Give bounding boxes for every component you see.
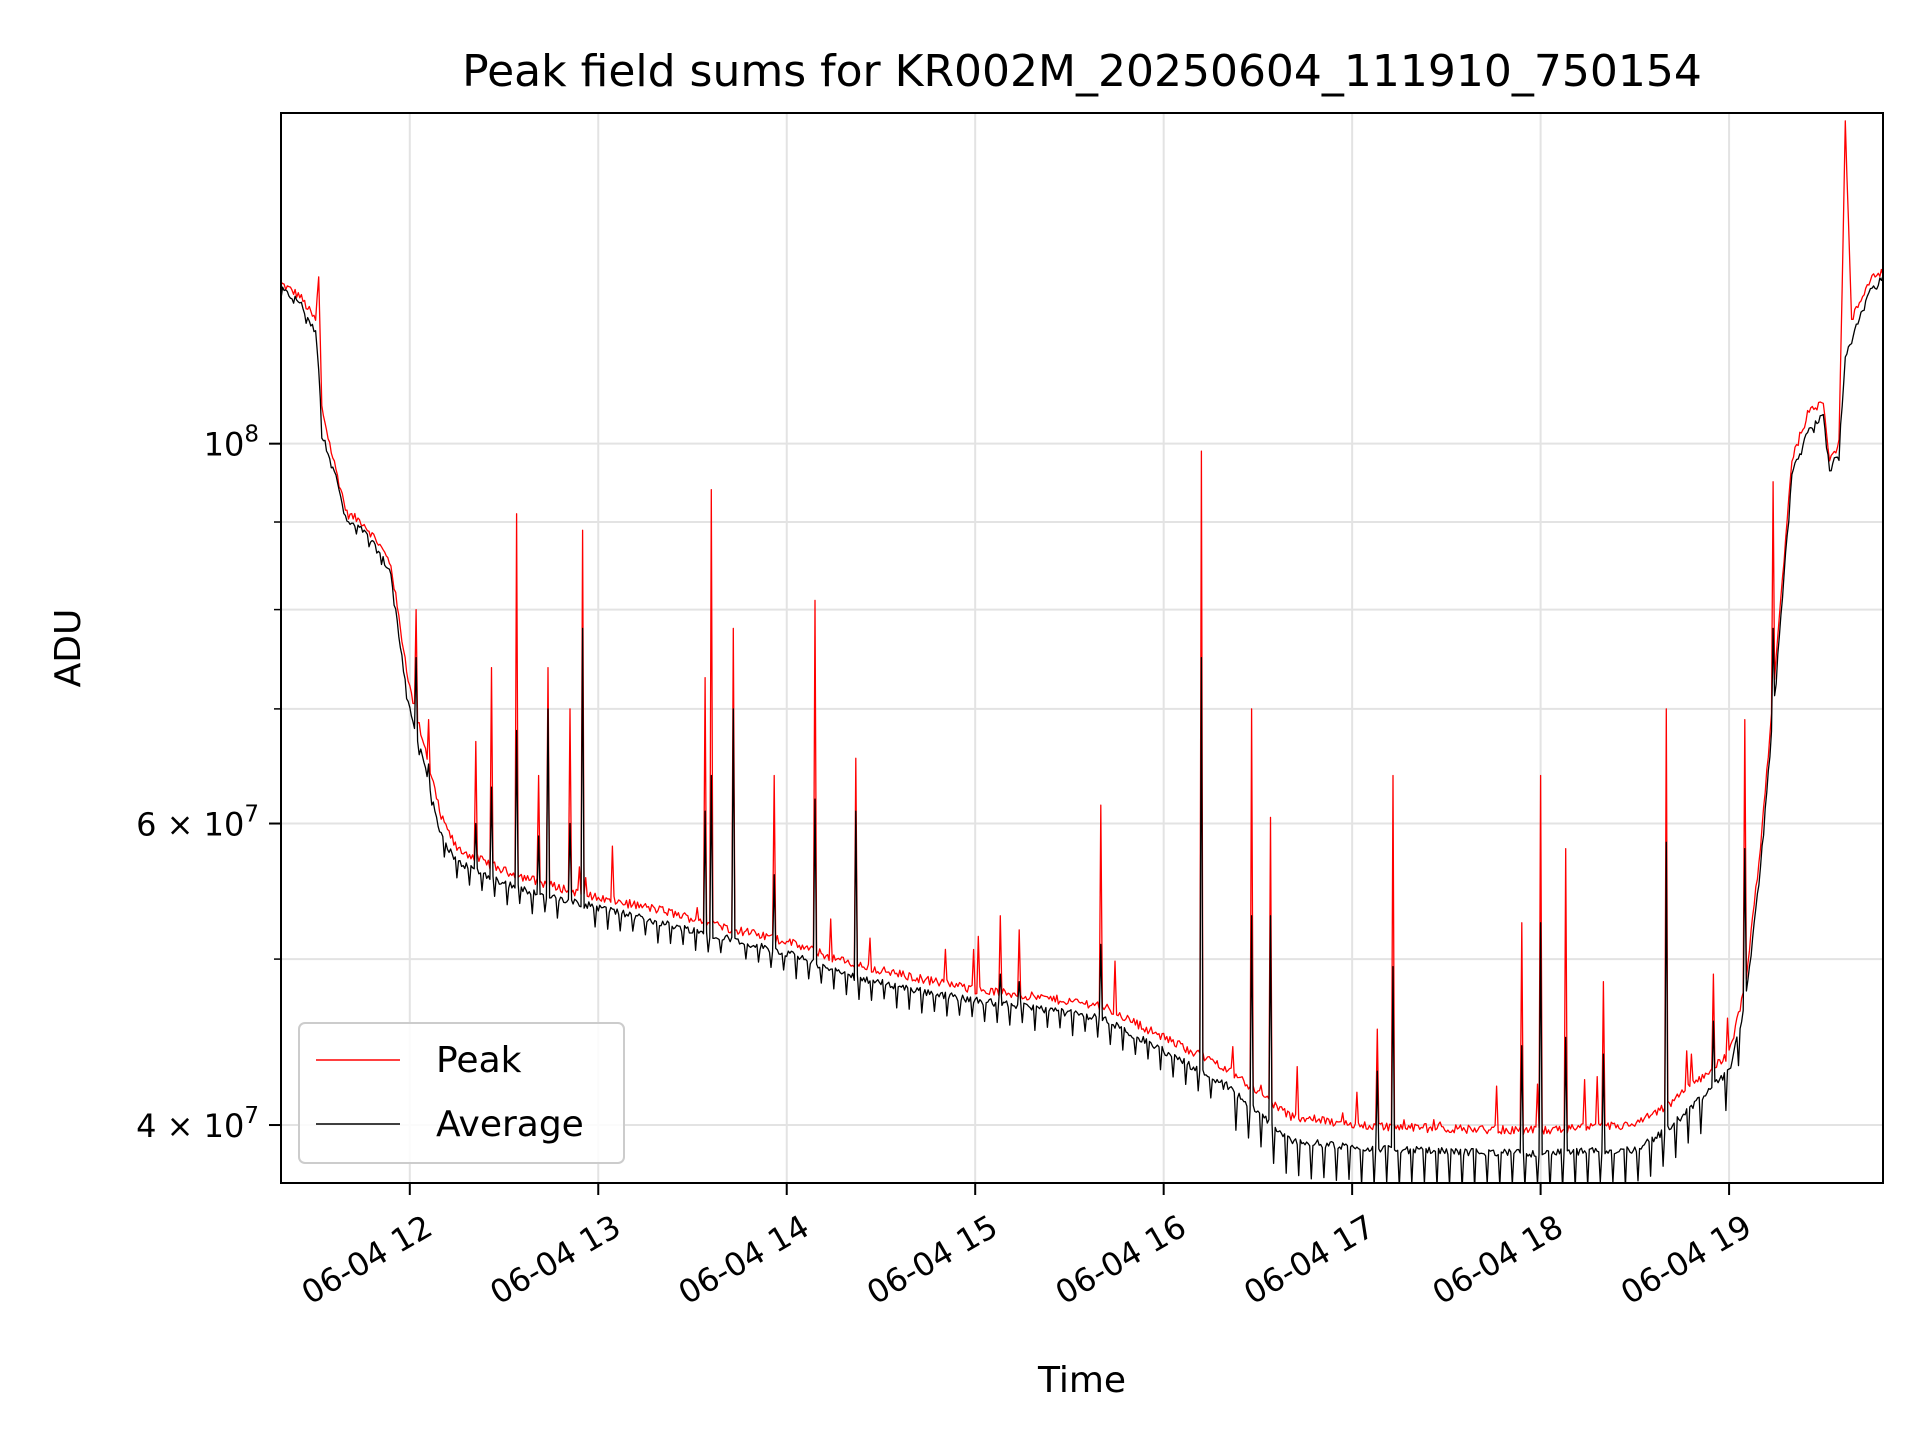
legend-label-average: Average — [436, 1104, 584, 1145]
y-axis-label: ADU — [48, 609, 89, 688]
plot-area — [281, 120, 1883, 1183]
legend-box — [298, 1022, 625, 1164]
x-axis-label: Time — [1037, 1360, 1126, 1401]
legend: Peak Average — [298, 1022, 625, 1164]
plot-frame — [280, 112, 1884, 1184]
legend-label-peak: Peak — [436, 1040, 522, 1081]
chart-title: Peak field sums for KR002M_20250604_1119… — [462, 46, 1702, 97]
y-tick-label: 4 × 107 — [136, 1103, 259, 1145]
series-line-peak — [281, 120, 1883, 1136]
series-line-average — [281, 275, 1883, 1183]
y-tick-label: 6 × 107 — [136, 802, 259, 844]
